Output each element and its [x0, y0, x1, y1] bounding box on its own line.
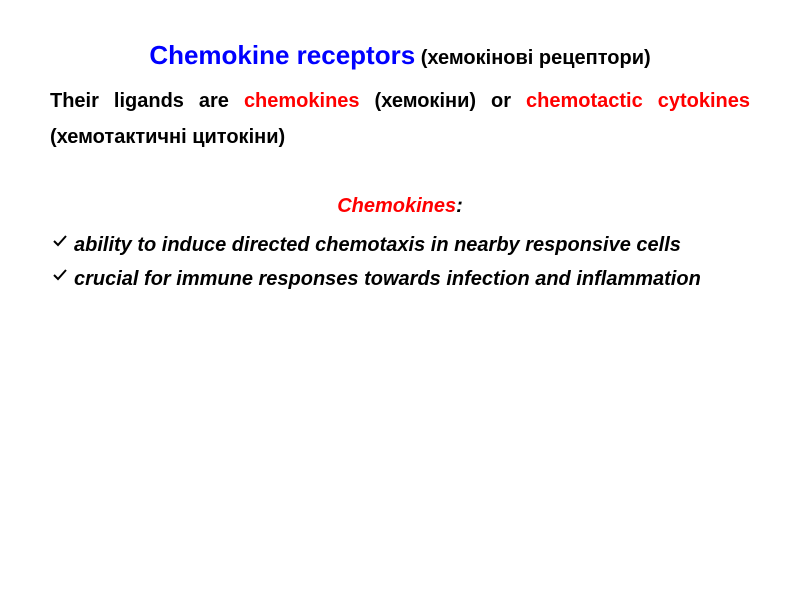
subheading-word: Chemokines — [337, 195, 456, 217]
para-part-1: chemokines — [244, 90, 360, 112]
para-part-3: chemotactic cytokines — [526, 90, 750, 112]
list-item: crucial for immune responses towards inf… — [52, 262, 750, 296]
para-part-4: (хемотактичні цитокіни) — [50, 126, 285, 148]
check-icon — [52, 233, 68, 249]
bullet-list: ability to induce directed chemotaxis in… — [50, 228, 750, 296]
para-part-0: Their ligands are — [50, 90, 244, 112]
title-main-text: Chemokine receptors — [149, 40, 415, 70]
ligands-paragraph: Their ligands are chemokines (хемокіни) … — [50, 83, 750, 155]
subheading-colon: : — [456, 195, 463, 217]
chemokines-subheading: Chemokines: — [50, 195, 750, 218]
para-part-2: (хемокіни) or — [360, 90, 526, 112]
title-paren-text: (хемокінові рецептори) — [415, 47, 650, 69]
slide-title: Chemokine receptors (хемокінові рецептор… — [50, 40, 750, 71]
bullet-text: crucial for immune responses towards inf… — [74, 262, 701, 296]
bullet-text: ability to induce directed chemotaxis in… — [74, 228, 681, 262]
check-icon — [52, 267, 68, 283]
list-item: ability to induce directed chemotaxis in… — [52, 228, 750, 262]
